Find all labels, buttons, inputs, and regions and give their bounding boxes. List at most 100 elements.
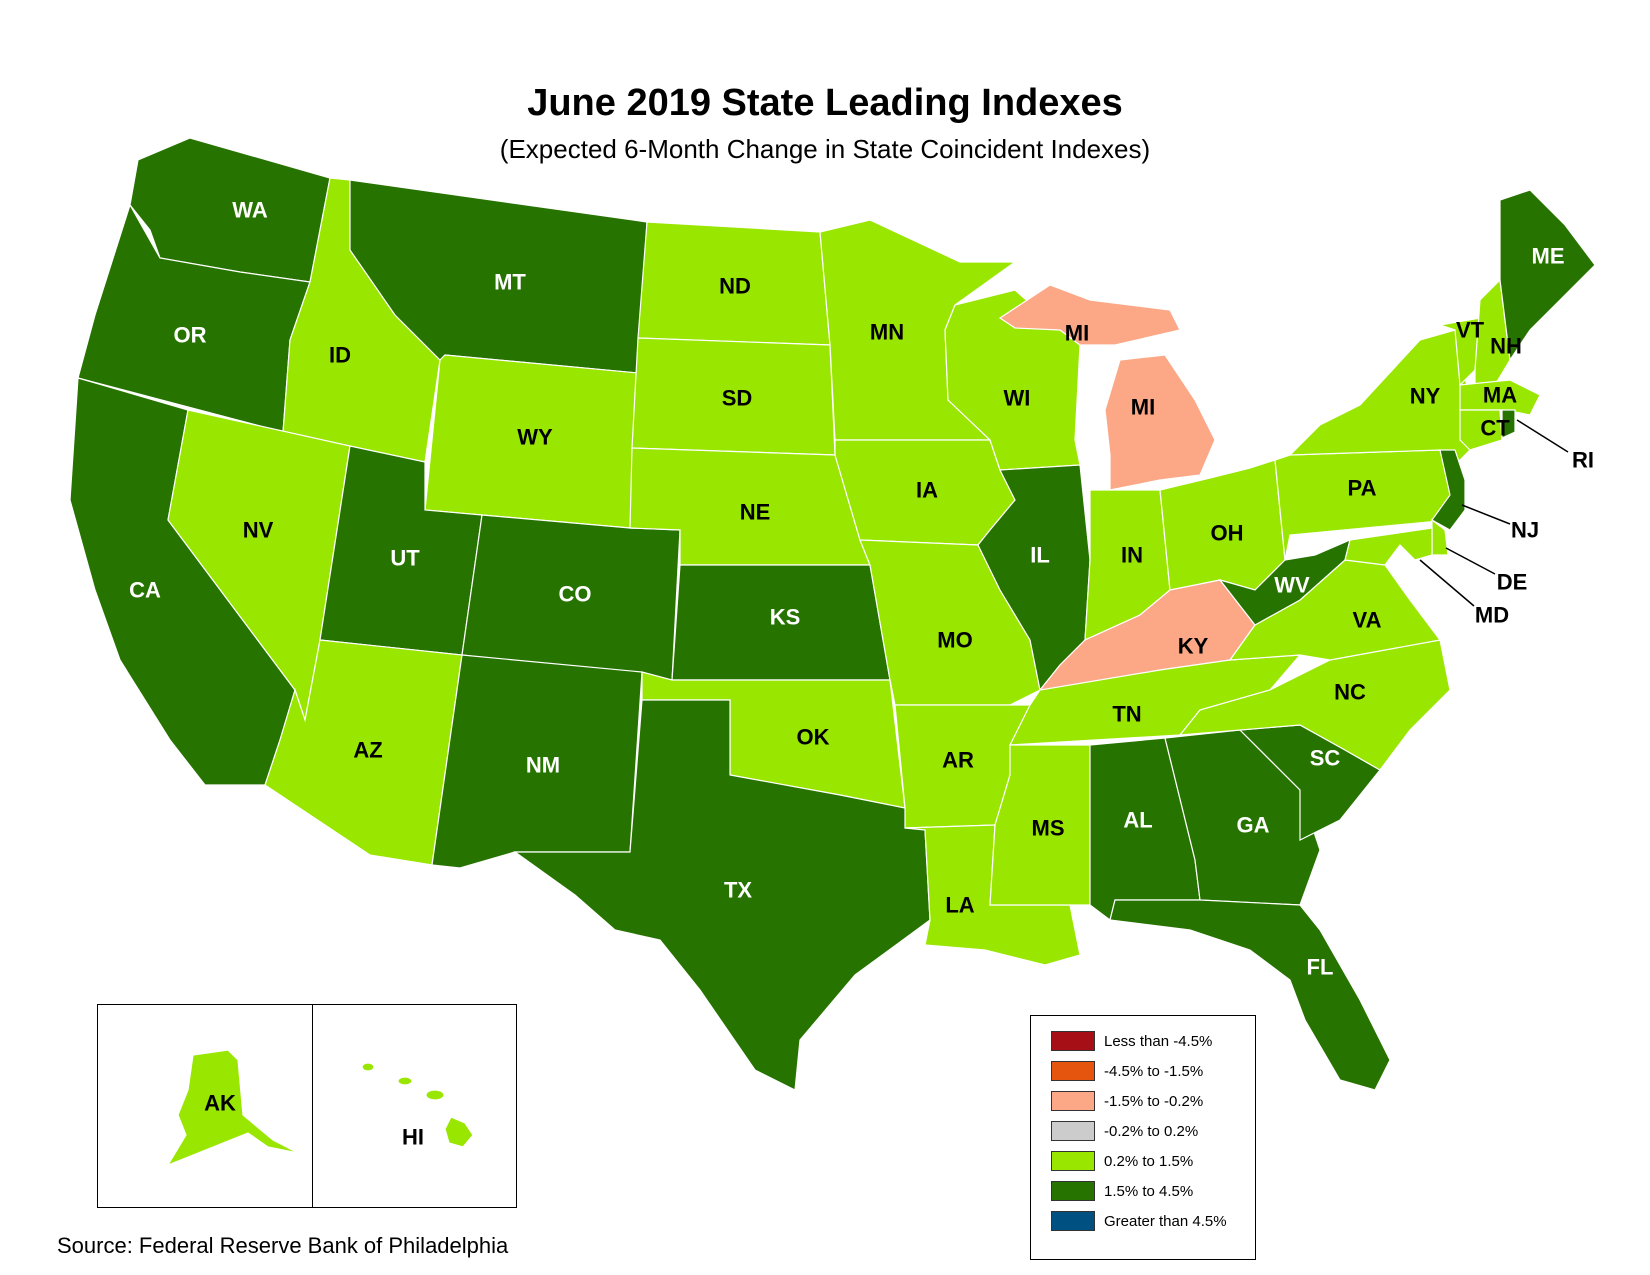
state-CT[interactable] (1459, 409, 1503, 451)
legend-label: -0.2% to 0.2% (1104, 1122, 1199, 1140)
state-label-WV: WV (1274, 573, 1310, 598)
state-label-MI: MI (1131, 395, 1155, 420)
state-label-LA: LA (945, 893, 974, 918)
state-label-TN: TN (1112, 702, 1141, 727)
state-TX[interactable] (513, 699, 931, 1091)
source-note: Source: Federal Reserve Bank of Philadel… (57, 1233, 509, 1258)
state-ME[interactable] (1499, 189, 1596, 362)
state-label-MS: MS (1032, 816, 1065, 841)
legend-item: -1.5% to -0.2% (1051, 1086, 1255, 1116)
legend-label: Less than -4.5% (1104, 1032, 1213, 1050)
state-label-SC: SC (1310, 746, 1341, 771)
state-WI[interactable] (944, 289, 1081, 471)
leader-line-DE (1445, 547, 1496, 575)
legend-swatch (1051, 1181, 1095, 1201)
state-label-IA: IA (916, 478, 938, 503)
legend-swatch (1051, 1121, 1095, 1141)
leader-line-RI (1516, 419, 1569, 453)
state-MI-upper[interactable] (998, 284, 1181, 346)
state-label-NM: NM (526, 753, 560, 778)
state-label-PA: PA (1348, 476, 1377, 501)
alaska-inset: AK (97, 1004, 314, 1208)
state-label-MT: MT (494, 270, 526, 295)
state-label-HI: HI (402, 1125, 424, 1150)
hawaii-island-oahu[interactable] (397, 1076, 413, 1086)
map-subtitle: (Expected 6-Month Change in State Coinci… (499, 134, 1151, 164)
state-label-WA: WA (232, 198, 268, 223)
state-label-NY: NY (1410, 384, 1441, 409)
state-IL[interactable] (977, 464, 1091, 692)
state-label-MN: MN (870, 320, 904, 345)
state-label-DE: DE (1497, 570, 1528, 595)
state-RI[interactable] (1501, 409, 1516, 439)
leader-line-MD (1419, 559, 1475, 607)
state-AK[interactable] (166, 1049, 299, 1167)
state-label-FL: FL (1307, 955, 1334, 980)
state-label-TX: TX (724, 878, 752, 903)
state-label-KY: KY (1178, 634, 1209, 659)
state-NJ[interactable] (1431, 449, 1466, 531)
legend-item: Less than -4.5% (1051, 1026, 1255, 1056)
state-label-NH: NH (1490, 334, 1522, 359)
state-label-MA: MA (1483, 383, 1517, 408)
legend-label: -1.5% to -0.2% (1104, 1092, 1204, 1110)
hawaii-map: HI (361, 1062, 474, 1150)
state-MD[interactable] (1344, 527, 1433, 566)
legend-label: Greater than 4.5% (1104, 1212, 1227, 1230)
state-label-WI: WI (1004, 386, 1031, 411)
state-label-ND: ND (719, 274, 751, 299)
state-FL[interactable] (1109, 899, 1391, 1091)
state-VT[interactable] (1439, 317, 1481, 387)
state-label-AR: AR (942, 748, 974, 773)
state-label-CT: CT (1480, 416, 1510, 441)
state-HI[interactable] (444, 1116, 474, 1148)
hawaii-island-kauai[interactable] (361, 1062, 375, 1072)
legend-item: -4.5% to -1.5% (1051, 1056, 1255, 1086)
state-label-SD: SD (722, 386, 753, 411)
state-label-VA: VA (1353, 608, 1382, 633)
state-label-MD: MD (1475, 603, 1509, 628)
state-TN[interactable] (1008, 654, 1302, 746)
state-label-AZ: AZ (353, 738, 382, 763)
legend-swatch (1051, 1151, 1095, 1171)
state-label-GA: GA (1237, 813, 1270, 838)
legend-swatch (1051, 1091, 1095, 1111)
state-label-VT: VT (1456, 318, 1485, 343)
state-label-IN: IN (1121, 543, 1143, 568)
state-label-NC: NC (1334, 680, 1366, 705)
map-title: June 2019 State Leading Indexes (527, 82, 1123, 124)
legend-label: -4.5% to -1.5% (1104, 1062, 1204, 1080)
state-label-AK: AK (204, 1091, 236, 1116)
state-label-OK: OK (797, 725, 830, 750)
legend-swatch (1051, 1061, 1095, 1081)
state-label-ME: ME (1532, 244, 1565, 269)
legend: Less than -4.5% -4.5% to -1.5% -1.5% to … (1030, 1015, 1256, 1260)
state-label-MI-upper: MI (1065, 321, 1089, 346)
state-label-UT: UT (390, 546, 420, 571)
hawaii-inset: HI (312, 1004, 517, 1208)
state-label-ID: ID (329, 343, 351, 368)
legend-label: 0.2% to 1.5% (1104, 1152, 1194, 1170)
state-NY[interactable] (1288, 329, 1471, 472)
hawaii-island-maui[interactable] (425, 1089, 445, 1101)
state-label-WY: WY (517, 425, 553, 450)
state-label-IL: IL (1030, 543, 1050, 568)
state-label-KS: KS (770, 605, 801, 630)
legend-item: Greater than 4.5% (1051, 1206, 1255, 1236)
state-label-NV: NV (243, 518, 274, 543)
state-label-MO: MO (937, 628, 972, 653)
state-label-CO: CO (559, 582, 592, 607)
legend-swatch (1051, 1211, 1095, 1231)
state-label-AL: AL (1123, 808, 1152, 833)
state-MI[interactable] (1104, 354, 1216, 491)
state-label-OH: OH (1211, 521, 1244, 546)
alaska-map: AK (166, 1049, 299, 1167)
state-label-NE: NE (740, 500, 771, 525)
legend-item: 1.5% to 4.5% (1051, 1176, 1255, 1206)
legend-item: 0.2% to 1.5% (1051, 1146, 1255, 1176)
state-label-OR: OR (174, 323, 207, 348)
state-NC[interactable] (1178, 639, 1451, 771)
legend-swatch (1051, 1031, 1095, 1051)
state-CO[interactable] (461, 514, 681, 681)
state-label-NJ: NJ (1511, 518, 1539, 543)
